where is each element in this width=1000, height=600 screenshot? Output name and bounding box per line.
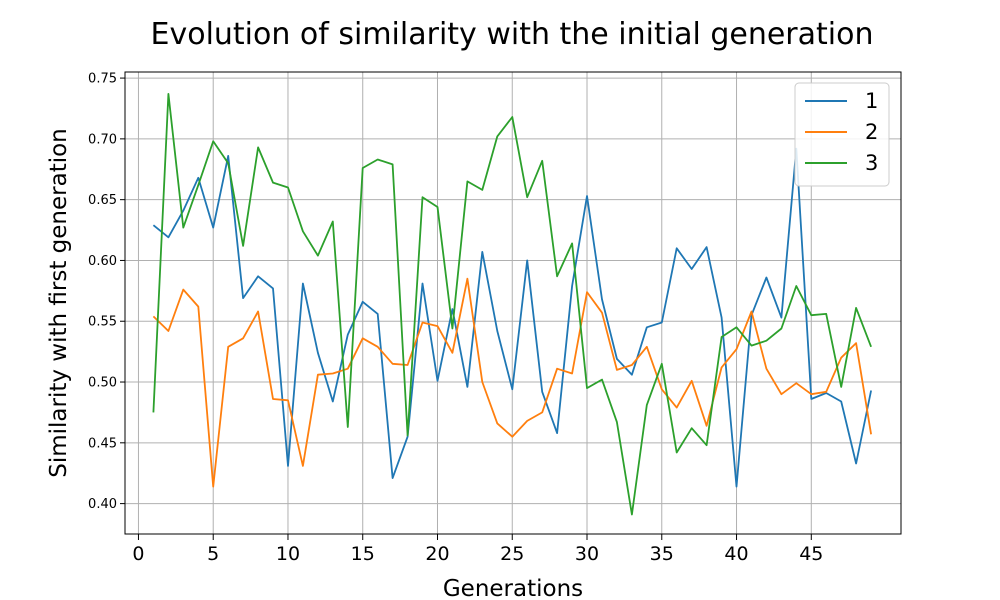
y-tick-label: 0.75 <box>88 72 117 87</box>
x-tick-label: 25 <box>500 543 524 565</box>
plot-area-frame <box>124 71 902 535</box>
series-line-3 <box>152 93 872 516</box>
x-tick-label: 10 <box>276 543 300 565</box>
chart-title: Evolution of similarity with the initial… <box>151 17 874 52</box>
series-line-2 <box>152 277 872 488</box>
legend-label-3: 3 <box>865 151 878 175</box>
x-tick-label: 30 <box>575 543 599 565</box>
series-line-1 <box>152 147 872 488</box>
x-tick-label: 5 <box>207 543 219 565</box>
x-tick-label: 40 <box>724 543 748 565</box>
y-tick-label: 0.50 <box>88 376 117 391</box>
y-tick-label: 0.70 <box>88 132 117 147</box>
legend-label-1: 1 <box>865 89 878 113</box>
y-tick-label: 0.60 <box>88 254 117 269</box>
legend: 1 2 3 <box>794 82 890 187</box>
x-tick-label: 20 <box>425 543 449 565</box>
y-axis-label: Similarity with first generation <box>46 128 72 478</box>
axis-ticks: 0 5 10 15 20 25 30 35 40 45 0.40 0.45 0.50 0.55 0.60 0.… <box>88 72 823 565</box>
y-tick-label: 0.45 <box>88 436 117 451</box>
legend-box <box>794 82 890 187</box>
x-tick-label: 45 <box>799 543 823 565</box>
x-tick-label: 15 <box>351 543 375 565</box>
y-tick-label: 0.65 <box>88 193 117 208</box>
grid <box>125 72 901 534</box>
series-group <box>152 93 872 516</box>
x-axis-label: Generations <box>443 576 583 600</box>
y-tick-label: 0.55 <box>88 315 117 330</box>
x-tick-label: 35 <box>650 543 674 565</box>
x-tick-label: 0 <box>132 543 144 565</box>
legend-label-2: 2 <box>865 120 878 144</box>
y-tick-label: 0.40 <box>88 497 117 512</box>
